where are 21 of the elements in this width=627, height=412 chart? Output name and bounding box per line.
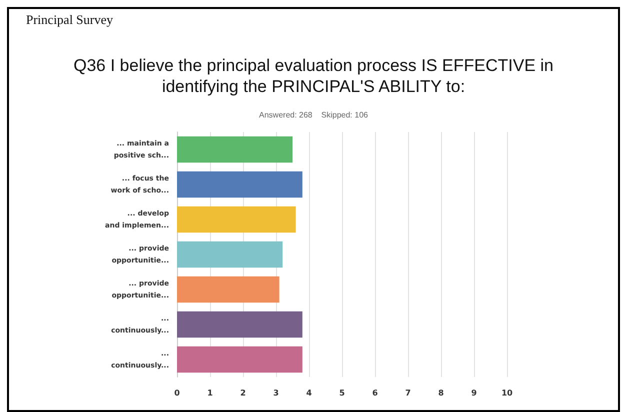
x-tick-label: 3 <box>273 388 279 398</box>
bar <box>177 276 280 303</box>
x-tick-label: 0 <box>174 388 180 398</box>
text: Principal Survey <box>26 12 114 28</box>
bar <box>177 311 302 338</box>
chart-subtitle: Answered: 268 Skipped: 106 <box>259 110 369 120</box>
chart-title: Q36 I believe the principal evaluation process IS EFFECTIVE in identifying the PRINCIPAL'S ABILITY to: <box>73 56 554 96</box>
x-tick-label: 10 <box>501 388 513 398</box>
bar <box>177 241 283 268</box>
x-tick-label: 6 <box>372 388 378 398</box>
x-tick-label: 2 <box>240 388 246 398</box>
bar <box>177 136 292 163</box>
bar <box>177 171 302 198</box>
bar <box>177 346 302 373</box>
x-tick-label: 8 <box>438 388 444 398</box>
bar <box>177 206 296 233</box>
x-tick-label: 9 <box>471 388 478 398</box>
x-tick-label: 7 <box>405 388 411 398</box>
x-tick-label: 4 <box>306 388 312 398</box>
x-tick-label: 1 <box>207 388 214 398</box>
x-tick-label: 5 <box>339 388 346 398</box>
